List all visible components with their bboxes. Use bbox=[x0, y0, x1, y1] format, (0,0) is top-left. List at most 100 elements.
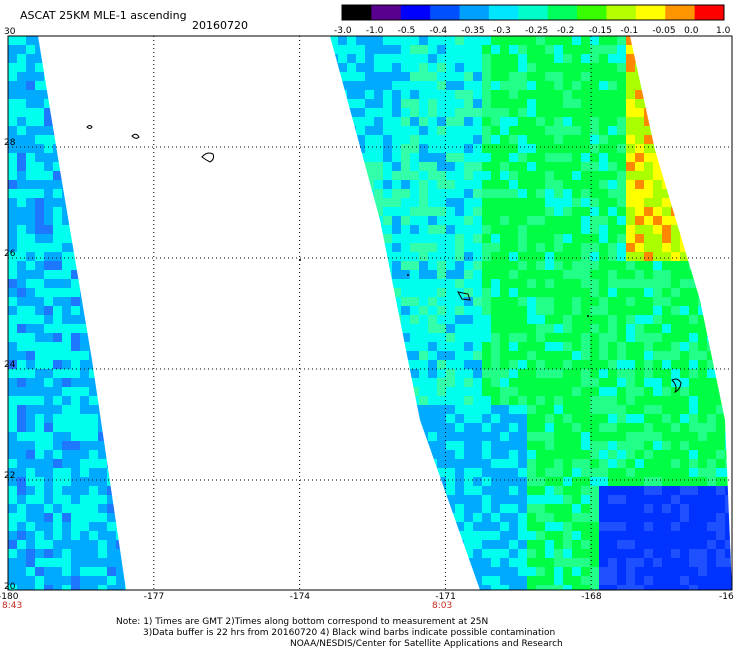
swath-cell bbox=[536, 72, 545, 81]
swath-cell bbox=[17, 441, 26, 450]
swath-cell bbox=[80, 144, 89, 153]
swath-cell bbox=[428, 378, 437, 387]
swath-cell bbox=[437, 225, 446, 234]
swath-cell bbox=[62, 234, 71, 243]
swath-cell bbox=[26, 486, 35, 495]
swath-cell bbox=[653, 63, 662, 72]
swath-cell bbox=[446, 81, 455, 90]
swath-cell bbox=[536, 405, 545, 414]
swath-cell bbox=[464, 333, 473, 342]
swath-cell bbox=[707, 324, 716, 333]
swath-cell bbox=[419, 468, 428, 477]
swath-cell bbox=[347, 135, 356, 144]
swath-cell bbox=[563, 171, 572, 180]
swath-cell bbox=[572, 486, 581, 495]
swath-cell bbox=[17, 414, 26, 423]
swath-cell bbox=[707, 450, 716, 459]
swath-cell bbox=[383, 486, 392, 495]
swath-cell bbox=[491, 63, 500, 72]
swath-cell bbox=[671, 297, 680, 306]
swath-cell bbox=[89, 540, 98, 549]
swath-cell bbox=[446, 396, 455, 405]
swath-cell bbox=[473, 468, 482, 477]
swath-cell bbox=[62, 468, 71, 477]
swath-cell bbox=[626, 342, 635, 351]
swath-cell bbox=[374, 378, 383, 387]
swath-cell bbox=[446, 315, 455, 324]
swath-cell bbox=[71, 549, 80, 558]
swath-cell bbox=[437, 54, 446, 63]
swath-cell bbox=[509, 90, 518, 99]
swath-cell bbox=[320, 342, 329, 351]
swath-cell bbox=[347, 495, 356, 504]
swath-cell bbox=[116, 306, 125, 315]
swath-cell bbox=[617, 189, 626, 198]
swath-cell bbox=[401, 459, 410, 468]
swath-cell bbox=[689, 135, 698, 144]
swath-cell bbox=[17, 288, 26, 297]
swath-cell bbox=[62, 333, 71, 342]
swath-cell bbox=[698, 450, 707, 459]
swath-cell bbox=[725, 243, 732, 252]
swath-cell bbox=[554, 288, 563, 297]
swath-cell bbox=[125, 108, 126, 117]
swath-cell bbox=[473, 396, 482, 405]
swath-cell bbox=[134, 99, 143, 108]
swath-cell bbox=[71, 135, 80, 144]
swath-cell bbox=[626, 90, 635, 99]
swath-cell bbox=[35, 486, 44, 495]
swath-cell bbox=[8, 216, 17, 225]
swath-cell bbox=[71, 315, 80, 324]
swath-cell bbox=[356, 180, 365, 189]
swath-cell bbox=[608, 261, 617, 270]
swath-cell bbox=[518, 585, 527, 590]
swath-cell bbox=[464, 423, 473, 432]
swath-cell bbox=[44, 477, 53, 486]
swath-cell bbox=[527, 72, 536, 81]
colorbar-tick-label: -0.35 bbox=[461, 26, 485, 36]
swath-cell bbox=[419, 486, 428, 495]
swath-cell bbox=[35, 261, 44, 270]
swath-cell bbox=[392, 432, 401, 441]
swath-cell bbox=[437, 144, 446, 153]
swath-cell bbox=[134, 567, 143, 576]
swath-cell bbox=[599, 117, 608, 126]
swath-cell bbox=[572, 369, 581, 378]
swath-cell bbox=[482, 288, 491, 297]
swath-cell bbox=[455, 360, 464, 369]
swath-cell bbox=[464, 522, 473, 531]
swath-cell bbox=[707, 486, 716, 495]
swath-cell bbox=[437, 342, 446, 351]
swath-cell bbox=[707, 144, 716, 153]
swath-cell bbox=[554, 441, 563, 450]
swath-cell bbox=[563, 252, 572, 261]
swath-cell bbox=[53, 81, 62, 90]
swath-cell bbox=[80, 171, 89, 180]
swath-cell bbox=[419, 333, 428, 342]
swath-cell bbox=[347, 153, 356, 162]
swath-cell bbox=[545, 252, 554, 261]
swath-cell bbox=[725, 198, 732, 207]
swath-cell bbox=[491, 531, 500, 540]
swath-cell bbox=[71, 576, 80, 585]
swath-cell bbox=[338, 270, 347, 279]
swath-cell bbox=[635, 234, 644, 243]
swath-cell bbox=[330, 468, 338, 477]
swath-cell bbox=[545, 549, 554, 558]
swath-cell bbox=[374, 468, 383, 477]
swath-cell bbox=[365, 504, 374, 513]
swath-cell bbox=[71, 486, 80, 495]
swath-cell bbox=[608, 189, 617, 198]
swath-cell bbox=[330, 360, 338, 369]
swath-cell bbox=[44, 180, 53, 189]
swath-cell bbox=[455, 252, 464, 261]
colorbar-tick-label: -3.0 bbox=[334, 26, 352, 36]
swath-cell bbox=[617, 504, 626, 513]
swath-cell bbox=[671, 225, 680, 234]
swath-cell bbox=[17, 333, 26, 342]
swath-cell bbox=[716, 144, 725, 153]
swath-cell bbox=[716, 369, 725, 378]
swath-cell bbox=[662, 144, 671, 153]
swath-cell bbox=[116, 108, 125, 117]
swath-cell bbox=[464, 459, 473, 468]
